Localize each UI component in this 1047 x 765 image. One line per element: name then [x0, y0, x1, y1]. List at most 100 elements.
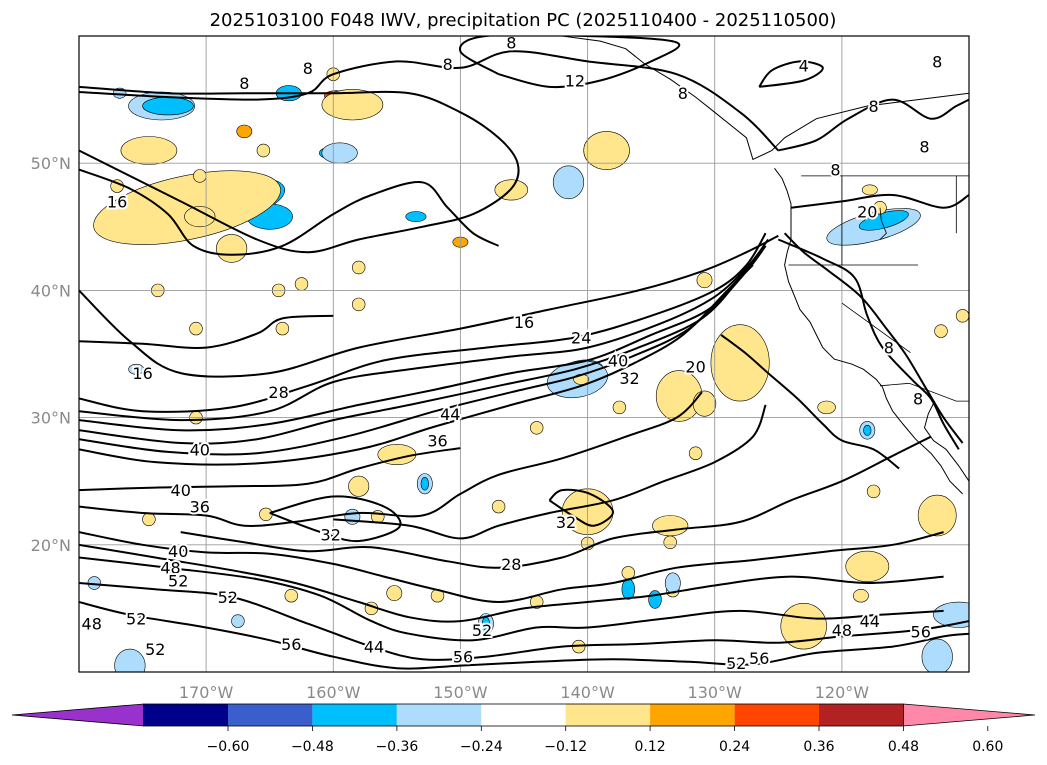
iwv-contour-24 [79, 232, 767, 413]
contour-label: 44 [440, 405, 460, 424]
contour-label: 40 [608, 351, 628, 370]
precip-area [142, 96, 194, 116]
contour-label: 28 [268, 383, 288, 402]
precip-area [648, 590, 662, 609]
precip-area [696, 272, 713, 289]
precip-area [845, 550, 890, 583]
iwv-contour-52 [79, 582, 969, 661]
iwv-contour-40 [79, 447, 461, 492]
longitude-tick-label: 170°W [179, 683, 234, 702]
precip-area [652, 515, 689, 537]
latitude-tick-labels: 50°N 40°N 30°N 20°N [31, 154, 71, 555]
contour-label: 20 [685, 358, 705, 377]
contour-label: 8 [919, 138, 929, 157]
precip-area [128, 363, 145, 375]
contour-label: 8 [506, 33, 516, 52]
precip-area [955, 309, 969, 323]
contour-label: 32 [556, 513, 576, 532]
precip-area [216, 234, 248, 263]
iwv-contour-28 [180, 435, 932, 569]
contour-label: 32 [619, 369, 639, 388]
colorbar-bin [396, 704, 482, 726]
precip-area [491, 499, 506, 514]
longitude-tick-label: 150°W [433, 683, 488, 702]
iwv-contour-16 [79, 85, 520, 254]
precip-area [663, 535, 677, 549]
iwv-contour-16 [79, 314, 334, 349]
precip-area [256, 143, 271, 158]
precip-area [552, 165, 585, 200]
contour-label: 52 [726, 654, 746, 673]
precip-area [352, 260, 366, 275]
iwv-contour-56 [79, 601, 969, 670]
iwv-contour-8 [783, 232, 964, 444]
colorbar-bin [228, 704, 313, 726]
contour-label: 16 [514, 313, 534, 332]
contour-label: 52 [472, 621, 492, 640]
precip-area [93, 170, 281, 245]
precip-area [861, 184, 878, 196]
contour-label: 52 [126, 610, 146, 629]
iwv-contour-32 [548, 488, 614, 527]
colorbar-bin [143, 704, 228, 726]
contour-label: 52 [168, 571, 188, 590]
precip-area [420, 477, 429, 491]
iwv-contour-32 [333, 404, 767, 540]
contour-label: 16 [132, 364, 152, 383]
colorbar-extend-max [903, 703, 1036, 727]
colorbar-tick-label: 0.12 [635, 739, 666, 755]
colorbar-bin [312, 704, 397, 726]
precip-area [294, 277, 309, 291]
precip-area [344, 508, 361, 525]
precip-area [866, 484, 881, 499]
latitude-tick-label: 20°N [31, 536, 71, 555]
contour-label: 20 [857, 203, 877, 222]
precip-area [275, 321, 290, 336]
longitude-tick-label: 160°W [306, 683, 361, 702]
iwv-contour-20 [720, 334, 900, 470]
contour-label: 8 [932, 52, 942, 71]
colorbar-bins [11, 703, 1036, 727]
colorbar-tick-label: −0.12 [544, 739, 587, 755]
colorbar-bin [481, 704, 566, 726]
precip-area [710, 324, 770, 402]
coastline [774, 168, 963, 495]
colorbar-ticks: −0.60 −0.48 −0.36 −0.24 −0.12 0.12 0.24 0.36 0.4… [207, 726, 1003, 755]
contour-label: 8 [239, 74, 249, 93]
precip-area [231, 614, 245, 628]
precip-area [863, 424, 872, 436]
colorbar-tick-label: −0.60 [207, 739, 250, 755]
contour-label: 56 [281, 635, 301, 654]
contour-label: 8 [443, 55, 453, 74]
contour-label: 8 [913, 390, 923, 409]
iwv-contours [79, 36, 969, 670]
iwv-contour-44 [79, 264, 754, 466]
iwv-contour-8 [778, 98, 969, 152]
precip-area [612, 400, 627, 415]
figure-title: 2025103100 F048 IWV, precipitation PC (2… [210, 10, 837, 31]
contour-label: 8 [869, 97, 879, 116]
iwv-contour-48 [79, 556, 944, 642]
colorbar-tick-label: −0.24 [460, 739, 503, 755]
colorbar-bin [565, 704, 651, 726]
colorbar-tick-label: 0.24 [719, 739, 750, 755]
precip-area [193, 169, 207, 183]
contour-label: 36 [190, 498, 210, 517]
longitude-tick-label: 140°W [560, 683, 615, 702]
precip-area [621, 578, 635, 600]
precip-area [921, 638, 953, 672]
precip-area [321, 142, 358, 164]
iwv-contour-32 [269, 495, 402, 543]
colorbar-outline [143, 703, 904, 727]
precip-area [184, 206, 216, 228]
iwv-contour-40 [79, 531, 944, 603]
colorbar-tick-label: 0.48 [888, 739, 919, 755]
contour-label: 28 [501, 555, 521, 574]
precip-area [321, 89, 384, 121]
contour-label: 40 [171, 481, 191, 500]
precip-area [142, 512, 156, 527]
precip-area [236, 124, 253, 139]
longitude-tick-label: 120°W [815, 683, 870, 702]
colorbar-tick-label: 0.36 [803, 739, 834, 755]
